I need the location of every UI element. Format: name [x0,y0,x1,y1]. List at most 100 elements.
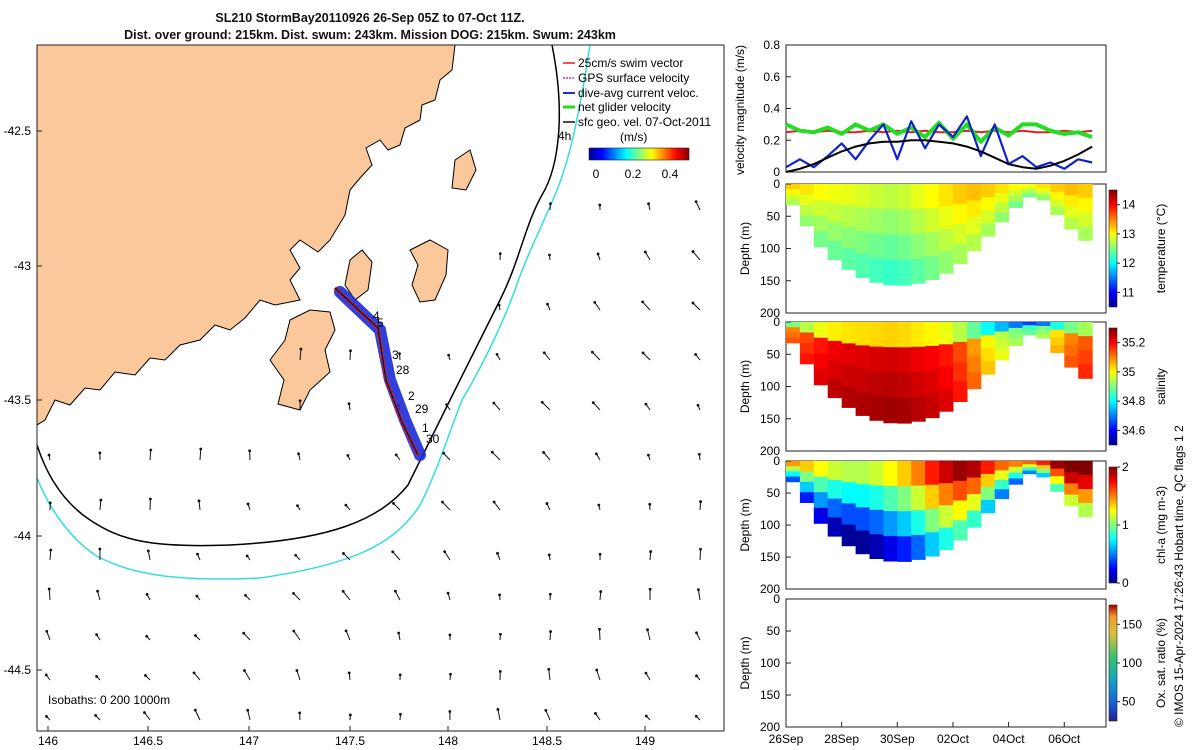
velocity-series [785,115,1093,173]
profile-cell [1078,322,1093,337]
profile-cell [911,371,926,397]
depth-tick-label: 100 [760,656,780,670]
profile-cell [1078,198,1093,213]
profile-cell [925,369,940,395]
cb-tick-label: 34.8 [1122,394,1146,408]
date-tick-label: 26Sep [769,732,804,746]
profile-cell [1078,350,1093,365]
current-vector-head [45,715,48,718]
profile-cell [841,184,857,206]
current-vector-head [144,674,147,677]
current-vector [444,551,451,561]
cb-label-chl: chl-a (mg m-3) [1154,486,1168,564]
profile-cell [883,461,898,487]
depth-ylabel: Depth (m) [738,636,752,689]
colorbar-title: (m/s) [620,130,647,144]
current-vector [491,451,501,461]
profile-cell [980,223,996,237]
current-vector [99,500,102,511]
profile-cell [994,184,1010,194]
current-vector-head [246,502,250,506]
current-vector-head [694,353,697,356]
profile-cell [911,322,926,348]
profile-cell [1036,469,1051,474]
profile-cell [994,322,1010,332]
current-vector-head [545,502,549,505]
depth-ylabel: Depth (m) [738,222,752,275]
cb-tick-0: 0 [593,167,600,181]
velocity-panel: 0 0.2 0.4 0.6 0.8 velocity magnitude (m/s) [733,38,1107,179]
profile-cell [1050,322,1065,331]
current-vector-head [646,628,649,632]
current-vector [46,631,51,641]
current-vector [442,501,451,511]
profile-cell [939,344,954,367]
current-vector-head [96,589,99,593]
profile-cell [883,347,898,373]
glider-track [333,286,426,461]
current-vector-head [544,708,548,712]
current-vector [198,500,201,511]
current-vector [144,712,151,721]
profile-cell [966,184,982,202]
profile-cell [911,534,926,560]
current-vector-head [590,350,594,354]
profile-cell [813,353,829,370]
profile-cell [827,184,843,204]
current-vector-head [391,550,395,554]
current-vector-head [194,634,197,637]
legend-item-2: dive-avg current veloc. [578,86,699,100]
current-vector [543,452,551,461]
current-vector [493,402,501,411]
profile-cell [953,461,968,482]
profile-cell [1036,465,1051,470]
profile-cell [994,350,1010,361]
profile-cell [827,498,843,518]
profile-cell [897,397,912,424]
current-vector-head [695,674,698,678]
date-tick-label: 04Oct [993,732,1026,746]
profile-cell [1078,184,1093,199]
profile-cell [869,509,884,535]
profile-cell [799,471,815,483]
profile-cell [953,243,968,264]
profile-cell [925,184,940,209]
current-vector-head [145,592,149,596]
profile-cell [911,258,926,284]
profile-cell [939,461,954,484]
profile-cell [827,202,843,223]
velocity-frame [785,44,1107,173]
profile-cell [953,520,968,541]
profile-cell [786,199,801,206]
profile-cell [1078,212,1093,227]
current-vector-head [399,712,402,716]
profile-cell [939,322,954,345]
profile-cell [925,508,940,533]
depth-tick-label: 200 [760,720,780,734]
profile-cell [911,485,926,511]
current-vector-head [98,547,102,551]
profile-cell [883,234,898,261]
profile-cell [786,332,801,339]
profile-cell [980,210,996,224]
cb-tick-label: 50 [1122,695,1136,709]
current-vector [48,589,51,601]
current-vector-head [549,630,552,633]
current-vector-head [644,714,648,718]
profile-cell [1022,193,1037,198]
depth-tick-label: 100 [760,242,780,256]
current-vector [392,551,401,561]
cb-tick-label: 35 [1122,365,1136,379]
current-vector-head [691,250,695,253]
profile-cell [953,322,968,343]
profile-cell [869,371,884,397]
profile-cell [1036,188,1051,193]
profile-cell [883,397,898,424]
vel-series-line [785,115,1093,170]
track-day-labels: 45 328 229 130 [373,309,440,446]
profile-cell [897,259,912,286]
current-vector [299,349,302,361]
profile-cell [980,197,996,211]
title-line-1: SL210 StormBay20110926 26-Sep 05Z to 07-… [215,11,525,25]
current-vector [699,501,702,511]
